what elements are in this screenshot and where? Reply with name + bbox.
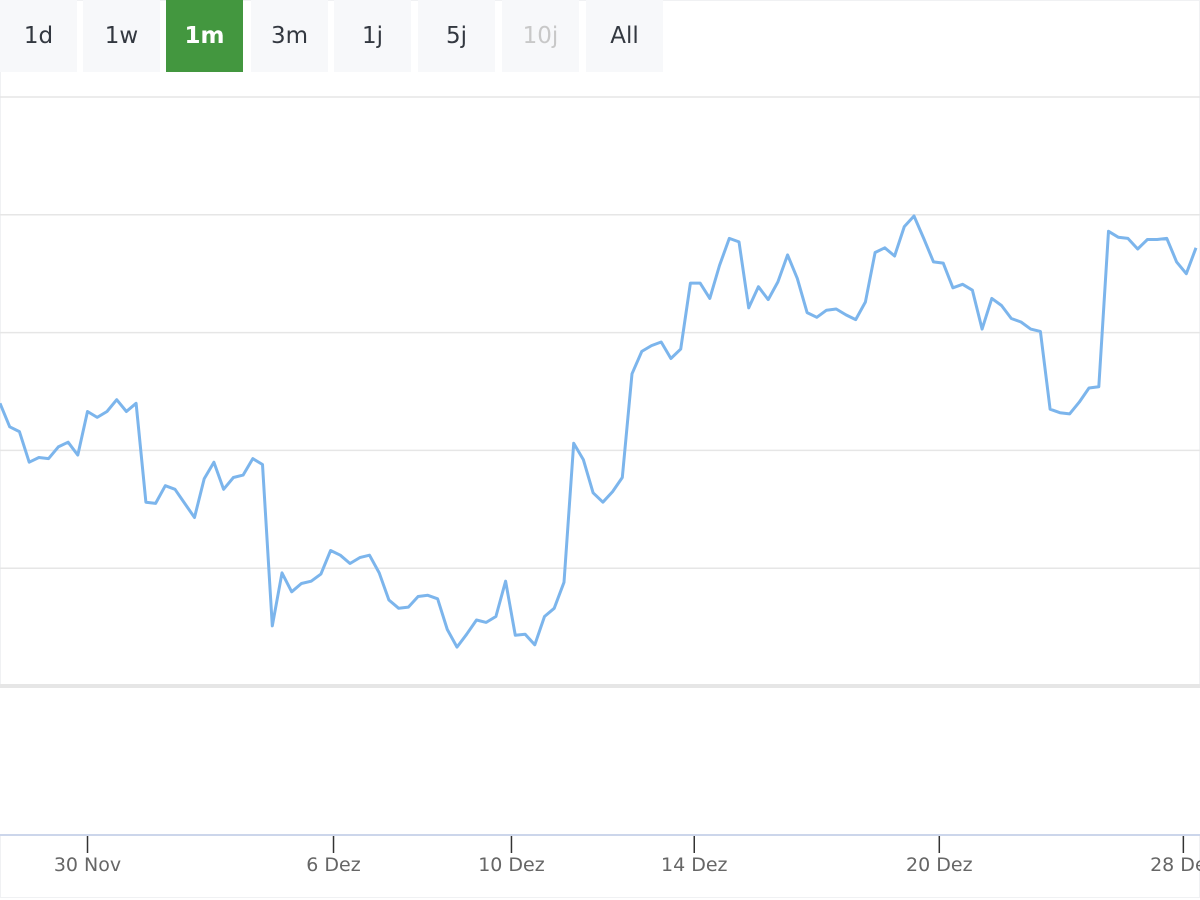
navigator[interactable] [0,688,1200,834]
range-button-1w[interactable]: 1w [83,0,160,72]
range-button-1j[interactable]: 1j [334,0,411,72]
range-button-3m[interactable]: 3m [251,0,328,72]
range-button-1d[interactable]: 1d [0,0,77,72]
price-line [0,214,1198,649]
x-tick-label: 14 Dez [661,854,728,876]
range-button-all[interactable]: All [586,0,663,72]
x-tick-label: 6 Dez [306,854,360,876]
x-tick-label: 28 Dez [1150,854,1200,876]
x-tick-label: 10 Dez [478,854,545,876]
range-button-5j[interactable]: 5j [418,0,495,72]
x-tick-label: 20 Dez [906,854,973,876]
x-tick-label: 30 Nov [54,854,121,876]
range-button-10j: 10j [502,0,579,72]
range-button-1m[interactable]: 1m [166,0,243,72]
